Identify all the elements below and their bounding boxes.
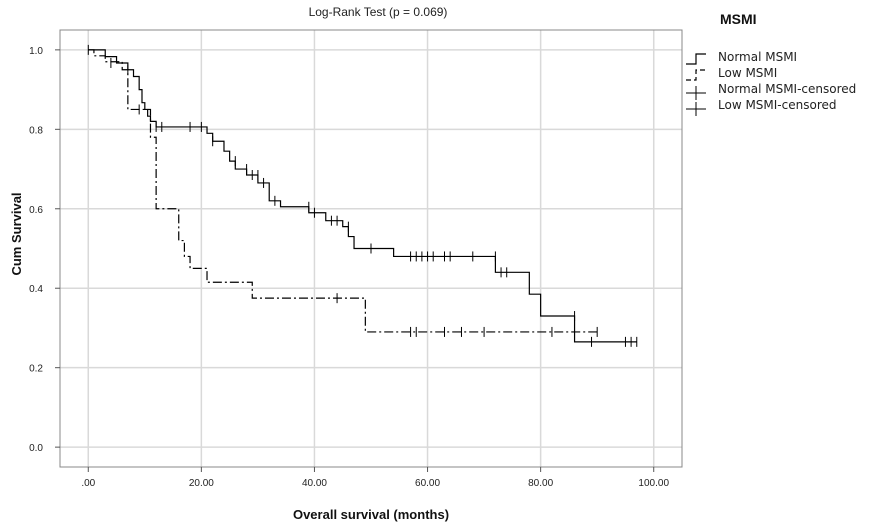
x-tick-label: 60.00 [415, 478, 440, 489]
x-axis-label: Overall survival (months) [293, 507, 449, 522]
plot-area [59, 29, 683, 468]
legend-swatch-dashed [686, 69, 706, 81]
legend-title: MSMI [720, 11, 757, 27]
legend-swatch-solid [686, 53, 706, 65]
legend-item: Low MSMI [686, 66, 777, 81]
legend-item: Normal MSMI-censored [686, 82, 856, 100]
series-layer [87, 44, 638, 347]
legend: MSMI Normal MSMI Low MSMI Normal MSMI-cens… [686, 11, 856, 116]
legend-label: Normal MSMI-censored [718, 82, 856, 96]
y-tick-label: 0.8 [29, 125, 43, 136]
legend-item: Low MSMI-censored [686, 98, 837, 116]
legend-label: Low MSMI [718, 66, 777, 80]
y-tick-label: 0.0 [29, 443, 43, 454]
legend-label: Low MSMI-censored [718, 98, 837, 112]
series-normal-msmi [87, 44, 638, 347]
x-tick-label: 80.00 [528, 478, 553, 489]
x-tick-label: .00 [81, 478, 95, 489]
y-tick-label: 1.0 [29, 46, 43, 57]
y-tick-label: 0.2 [29, 364, 43, 375]
x-tick-label: 40.00 [302, 478, 327, 489]
grid [60, 30, 682, 467]
legend-label: Normal MSMI [718, 50, 797, 64]
x-tick-label: 100.00 [638, 478, 669, 489]
y-tick-label: 0.6 [29, 205, 43, 216]
x-tick-label: 20.00 [189, 478, 214, 489]
legend-item: Normal MSMI [686, 50, 797, 65]
chart-title: Log-Rank Test (p = 0.069) [309, 5, 448, 19]
y-tick-label: 0.4 [29, 284, 43, 295]
series-line-low-msmi [88, 49, 598, 333]
y-axis-label: Cum Survival [9, 192, 24, 275]
series-low-msmi [88, 49, 598, 337]
tick-labels: .00 20.00 40.00 60.00 80.00 100.00 0.0 0.2 0.4 0.… [29, 46, 669, 489]
